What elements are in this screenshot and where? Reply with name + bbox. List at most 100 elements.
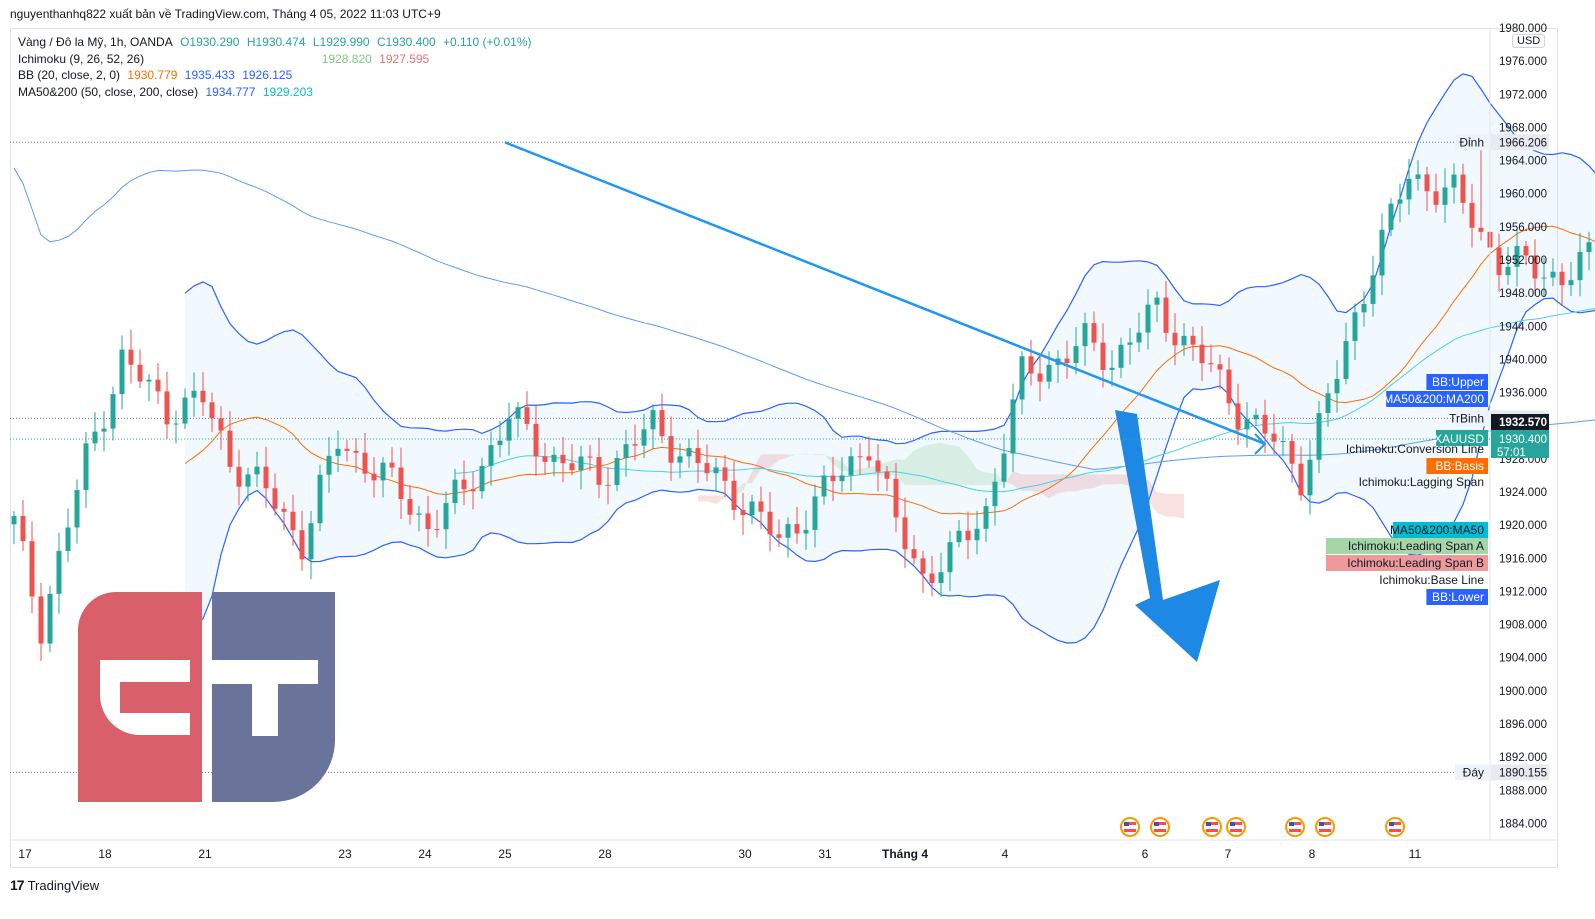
candle bbox=[1100, 323, 1106, 388]
candle-body bbox=[1217, 364, 1223, 370]
candle bbox=[1028, 340, 1034, 386]
candle-body bbox=[47, 593, 53, 644]
legend-ma-row[interactable]: MA50&200 (50, close, 200, close) 1934.77… bbox=[18, 84, 536, 101]
y-tick-label: 1960.000 bbox=[1499, 189, 1547, 201]
event-flag-stripe bbox=[1230, 829, 1242, 832]
y-tick-label: 1956.000 bbox=[1499, 222, 1547, 234]
candle-body bbox=[758, 501, 764, 512]
candle bbox=[362, 433, 368, 483]
candle-body bbox=[353, 450, 359, 453]
level-value-bg bbox=[1491, 764, 1549, 781]
legend-bb-row[interactable]: BB (20, close, 2, 0) 1930.779 1935.433 1… bbox=[18, 67, 536, 84]
legend-ma-50: 1929.203 bbox=[262, 84, 313, 99]
symbol-tag-bg bbox=[1436, 429, 1488, 446]
candle-body bbox=[569, 463, 575, 471]
event-flag-stripe bbox=[1389, 822, 1401, 825]
candle-body bbox=[137, 364, 143, 382]
candle bbox=[110, 386, 116, 441]
candle-body bbox=[1091, 323, 1097, 343]
candle bbox=[1586, 231, 1592, 270]
event-flag-stripe bbox=[1319, 829, 1331, 832]
cloud-segment bbox=[860, 467, 869, 476]
currency-label[interactable]: USD bbox=[1512, 34, 1546, 48]
candle-body bbox=[1136, 332, 1142, 343]
candle bbox=[461, 460, 467, 506]
ma50-line bbox=[454, 308, 1595, 493]
y-tick-label: 1948.000 bbox=[1499, 288, 1547, 300]
candle bbox=[524, 391, 530, 431]
candle-body bbox=[803, 529, 809, 534]
candle bbox=[515, 402, 521, 438]
candle-body bbox=[425, 513, 431, 530]
candle-body bbox=[191, 390, 197, 398]
highlight-price-value: 1932.570 bbox=[1499, 417, 1547, 429]
indicator-tag-label: Ichimoku:Leading Span B bbox=[1347, 556, 1484, 570]
candle-body bbox=[1577, 251, 1583, 281]
event-flag-stripe bbox=[1206, 829, 1218, 832]
candle bbox=[56, 532, 62, 614]
event-flag-stripe bbox=[1289, 829, 1301, 832]
legend-ichimoku-row[interactable]: Ichimoku (9, 26, 52, 26) 1928.820 1927.5… bbox=[18, 51, 536, 68]
cloud-segment bbox=[1157, 491, 1166, 517]
tradingview-footer[interactable]: 17 TradingView bbox=[10, 877, 99, 893]
candle bbox=[1244, 402, 1250, 448]
x-tick-label: 4 bbox=[1002, 847, 1009, 861]
candle-body bbox=[20, 516, 26, 542]
cloud-segment bbox=[824, 454, 833, 465]
candle-body bbox=[308, 523, 314, 560]
candle-body bbox=[38, 596, 44, 644]
candle bbox=[1280, 426, 1286, 457]
candle bbox=[677, 443, 683, 479]
candle-body bbox=[533, 423, 539, 457]
candle bbox=[173, 410, 179, 444]
candle bbox=[47, 585, 53, 653]
candle bbox=[713, 457, 719, 491]
candle bbox=[569, 444, 575, 476]
candle bbox=[776, 519, 782, 548]
candle-body bbox=[866, 456, 872, 461]
candle bbox=[1514, 230, 1520, 287]
candle bbox=[1496, 233, 1502, 292]
event-flag-ring bbox=[1385, 817, 1405, 837]
candle bbox=[335, 430, 341, 473]
candle-body bbox=[641, 429, 647, 446]
candle-body bbox=[29, 541, 35, 597]
candle-body bbox=[542, 456, 548, 462]
candle-body bbox=[299, 530, 305, 560]
candle bbox=[209, 392, 215, 432]
candle bbox=[308, 511, 314, 580]
candle bbox=[875, 443, 881, 492]
candle-body bbox=[1469, 202, 1475, 228]
x-tick-label: 24 bbox=[418, 847, 432, 861]
candle-body bbox=[380, 462, 386, 481]
candle bbox=[1145, 289, 1151, 350]
candle bbox=[1208, 344, 1214, 373]
candle bbox=[1136, 312, 1142, 352]
economic-event-flag-icon bbox=[1226, 817, 1246, 837]
candle-body bbox=[281, 508, 287, 512]
candle bbox=[119, 335, 125, 410]
chart-frame[interactable] bbox=[10, 28, 1558, 868]
candle-body bbox=[596, 456, 602, 485]
cloud-segment bbox=[1103, 474, 1112, 485]
cloud-segment bbox=[833, 457, 842, 472]
level-tag: Đỉnh 1966.206 bbox=[1455, 134, 1549, 151]
candle-body bbox=[110, 394, 116, 429]
y-tick-label: 1884.000 bbox=[1499, 818, 1547, 830]
candle-body bbox=[956, 530, 962, 543]
candle-body bbox=[1037, 373, 1043, 382]
candle-body bbox=[794, 524, 800, 534]
candle bbox=[1307, 440, 1313, 515]
candle bbox=[416, 505, 422, 532]
candle bbox=[200, 372, 206, 417]
candle-body bbox=[173, 423, 179, 425]
candle bbox=[956, 519, 962, 548]
candle-body bbox=[1307, 459, 1313, 496]
legend-symbol[interactable]: Vàng / Đô la Mỹ, 1h, OANDA bbox=[18, 35, 173, 49]
candle bbox=[1163, 280, 1169, 342]
candle bbox=[1181, 323, 1187, 356]
indicator-tag-label: MA50&200:MA50 bbox=[1390, 523, 1484, 537]
candle bbox=[1505, 246, 1511, 285]
candle bbox=[947, 530, 953, 592]
